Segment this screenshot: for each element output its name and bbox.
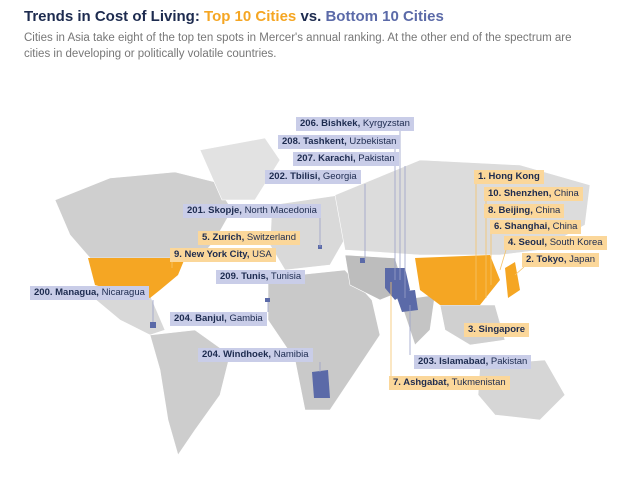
city: 202. Tbilisi,	[269, 171, 321, 182]
title: Trends in Cost of Living: Top 10 Cities …	[24, 8, 444, 25]
city-label: 200. Managua, Nicaragua	[30, 286, 149, 300]
country: Kyrgyzstan	[362, 118, 410, 129]
city: 203. Islamabad,	[418, 356, 489, 367]
city-label: 207. Karachi, Pakistan	[293, 152, 399, 166]
city-label: 206. Bishkek, Kyrgyzstan	[296, 117, 414, 131]
country: China	[554, 188, 579, 199]
city-label: 4. Seoul, South Korea	[504, 236, 607, 250]
city-label: 5. Zurich, Switzerland	[198, 231, 300, 245]
city-label: 7. Ashgabat, Tukmenistan	[389, 376, 510, 390]
city-label: 208. Tashkent, Uzbekistan	[278, 135, 401, 149]
country: Nicaragua	[101, 287, 145, 298]
country: Tukmenistan	[451, 377, 506, 388]
city-label: 9. New York City, USA	[170, 248, 276, 262]
country: Tunisia	[270, 271, 302, 282]
city: 200. Managua,	[34, 287, 99, 298]
subtitle: Cities in Asia take eight of the top ten…	[24, 32, 572, 60]
city: 3. Singapore	[468, 324, 526, 335]
title-lead: Trends in Cost of Living:	[24, 8, 200, 25]
title-vs: vs.	[300, 8, 322, 25]
country: Namibia	[273, 349, 309, 360]
city-label: 209. Tunis, Tunisia	[216, 270, 306, 284]
country: Switzerland	[246, 232, 296, 243]
city: 2. Tokyo,	[526, 254, 567, 265]
city: 7. Ashgabat,	[393, 377, 450, 388]
city-label: 204. Banjul, Gambia	[170, 312, 267, 326]
city: 204. Banjul,	[174, 313, 227, 324]
city-label: 204. Windhoek, Namibia	[198, 348, 313, 362]
city: 204. Windhoek,	[202, 349, 272, 360]
city-label: 202. Tbilisi, Georgia	[265, 170, 361, 184]
city-label: 2. Tokyo, Japan	[522, 253, 600, 267]
country: Gambia	[229, 313, 263, 324]
country: Pakistan	[490, 356, 528, 367]
title-top: Top 10 Cities	[204, 8, 297, 25]
city: 6. Shanghai,	[494, 221, 550, 232]
city-label: 201. Skopje, North Macedonia	[183, 204, 321, 218]
city: 9. New York City,	[174, 249, 250, 260]
country: Uzbekistan	[349, 136, 397, 147]
city-label: 203. Islamabad, Pakistan	[414, 355, 532, 369]
country: Georgia	[322, 171, 357, 182]
city: 4. Seoul,	[508, 237, 548, 248]
city: 5. Zurich,	[202, 232, 245, 243]
country: Pakistan	[358, 153, 395, 164]
city-label: 1. Hong Kong	[474, 170, 544, 184]
country: South Korea	[549, 237, 603, 248]
country: China	[535, 205, 561, 216]
city: 201. Skopje,	[187, 205, 242, 216]
city: 209. Tunis,	[220, 271, 269, 282]
country: North Macedonia	[244, 205, 317, 216]
title-bottom: Bottom 10 Cities	[325, 8, 444, 25]
city-label: 6. Shanghai, China	[490, 220, 582, 234]
city: 206. Bishkek,	[300, 118, 361, 129]
city: 10. Shenzhen,	[488, 188, 552, 199]
country: China	[552, 221, 578, 232]
city: 208. Tashkent,	[282, 136, 347, 147]
country: USA	[252, 249, 272, 260]
city: 8. Beijing,	[488, 205, 533, 216]
leader-lines	[152, 131, 411, 372]
city: 1. Hong Kong	[478, 171, 540, 182]
city-label: 3. Singapore	[464, 323, 530, 337]
country: Japan	[569, 254, 596, 265]
city: 207. Karachi,	[297, 153, 356, 164]
city-label: 8. Beijing, China	[484, 204, 565, 218]
city-label: 10. Shenzhen, China	[484, 187, 583, 201]
